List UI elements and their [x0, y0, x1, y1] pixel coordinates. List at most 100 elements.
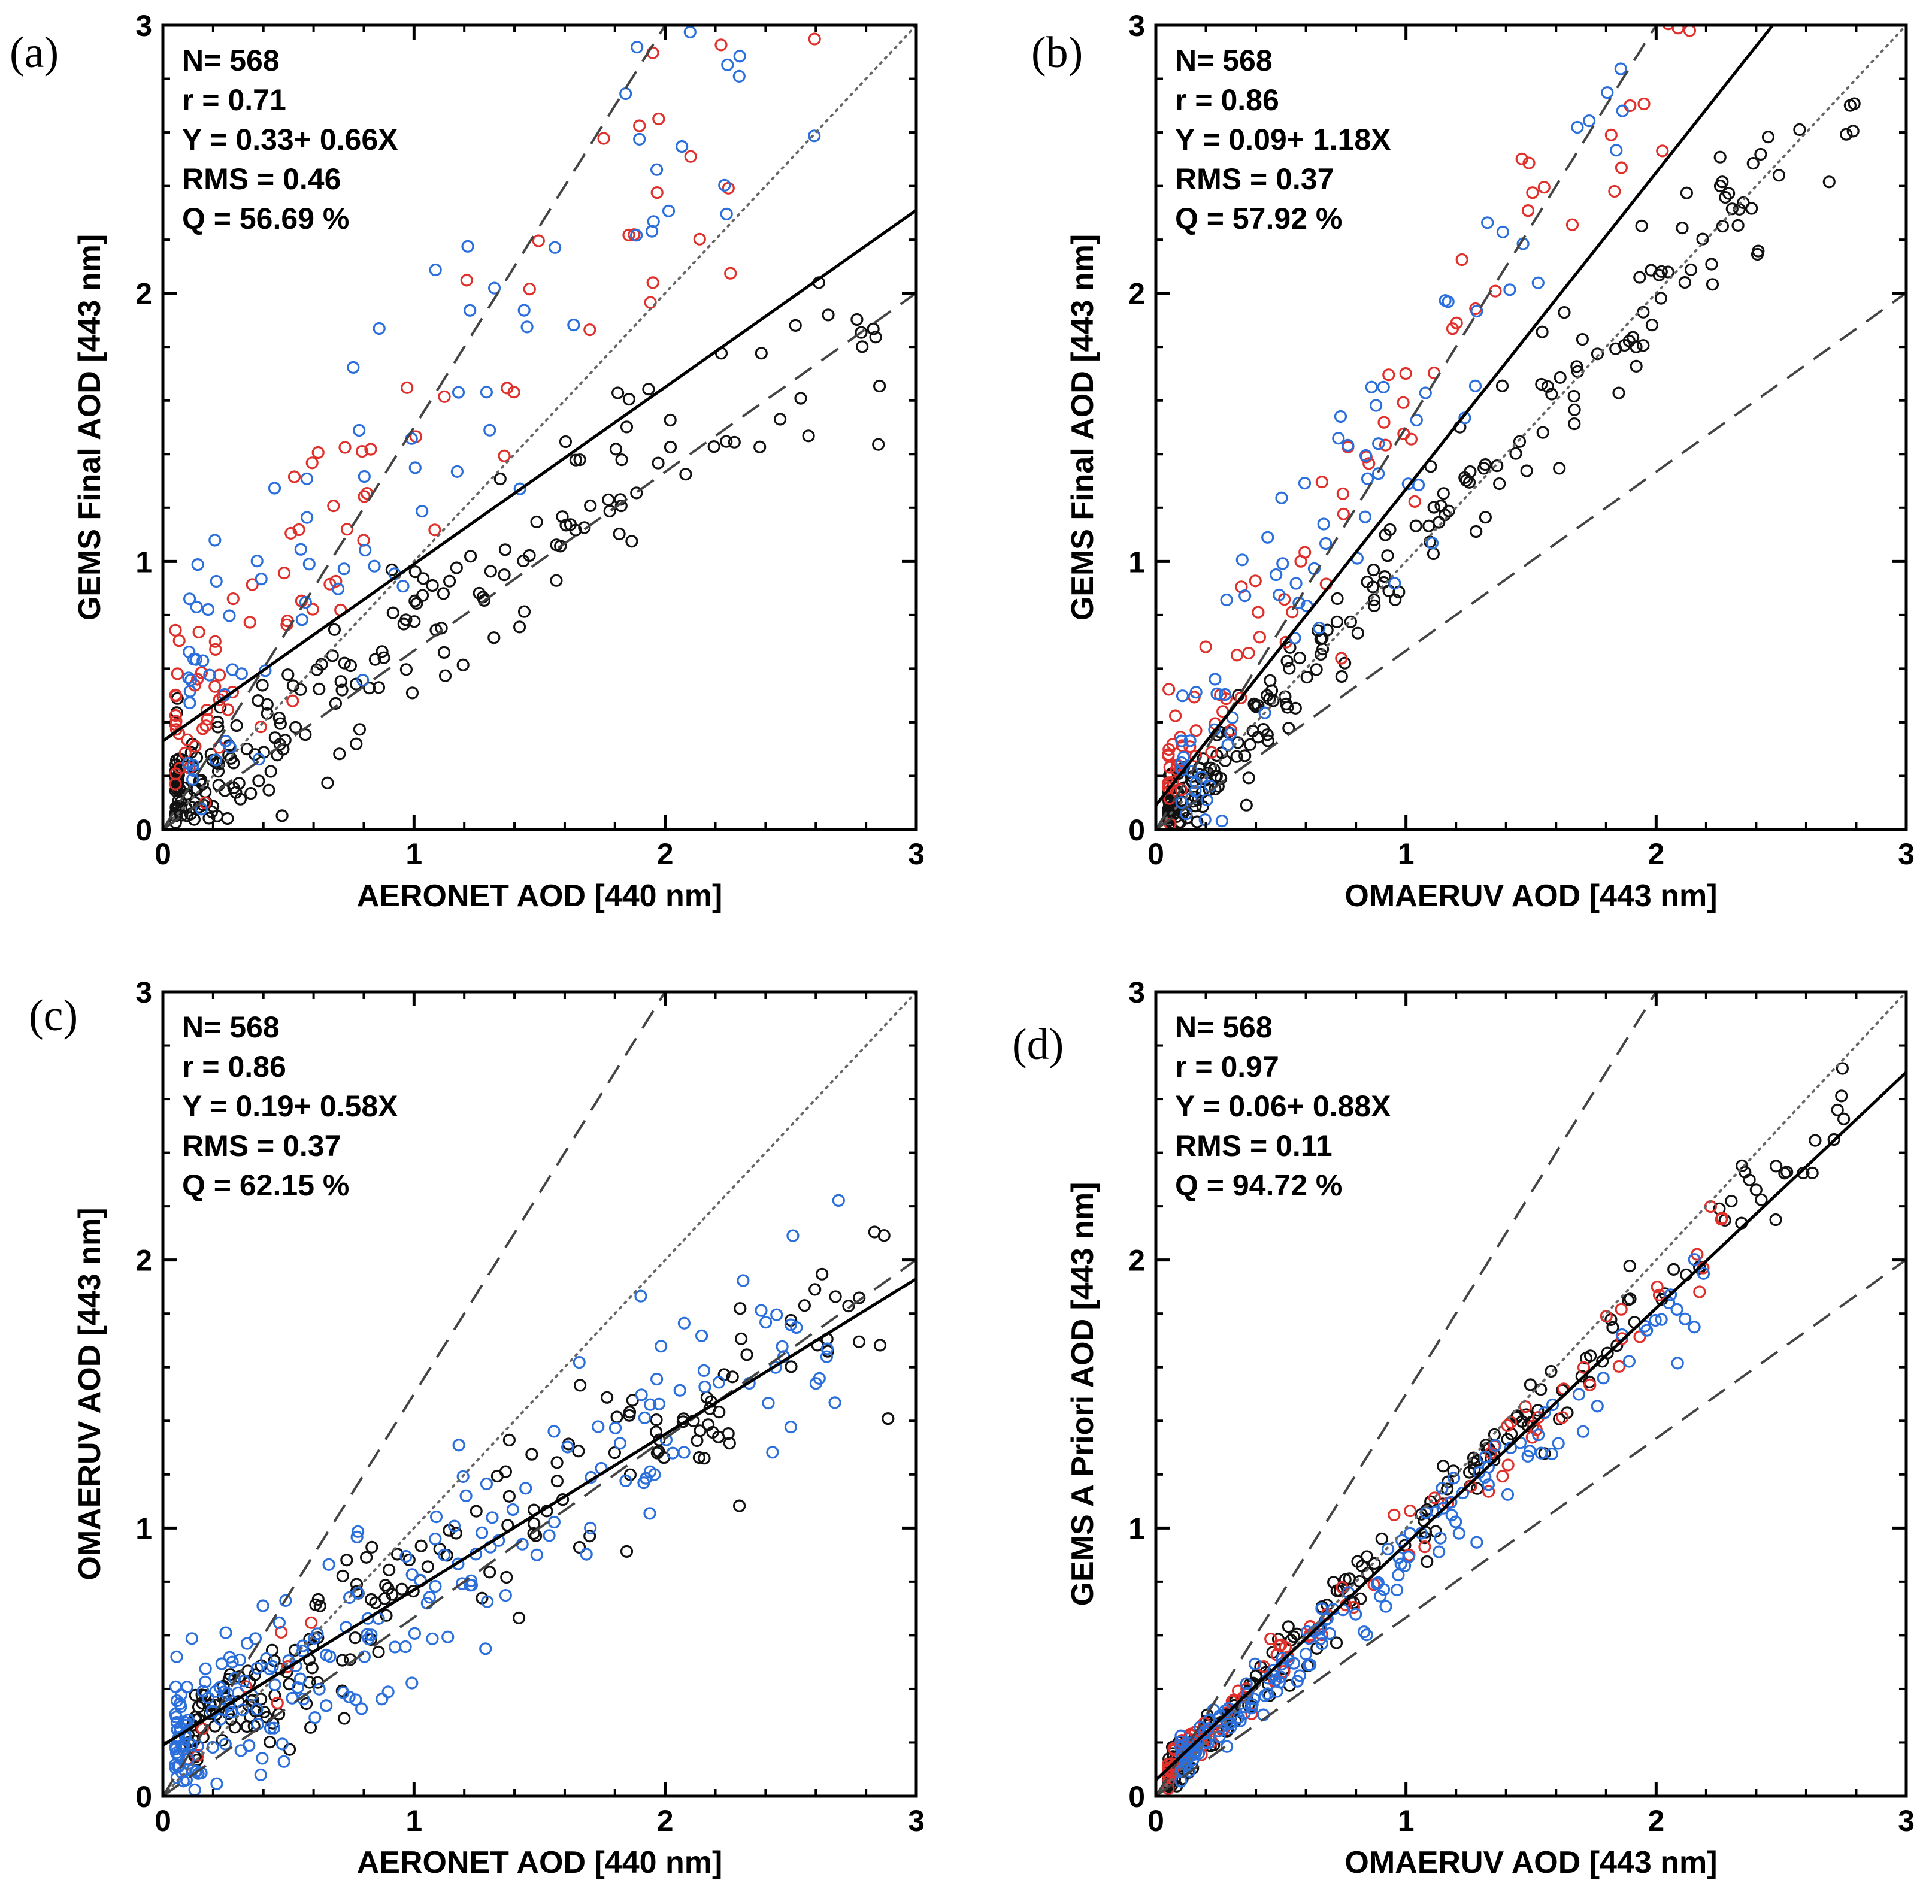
scatter-point-red [358, 490, 371, 503]
scatter-point-blue [1489, 1439, 1502, 1452]
scatter-point-black [550, 1456, 564, 1469]
scatter-point-black [728, 435, 741, 449]
scatter-point-blue [784, 1318, 798, 1331]
scatter-point-black [210, 809, 224, 823]
scatter-point-black [399, 663, 413, 676]
scatter-point-black [268, 731, 281, 744]
scatter-point-blue [203, 668, 216, 682]
scatter-point-blue [1370, 1578, 1383, 1591]
scatter-point-red [1715, 1213, 1728, 1226]
scatter-point-blue [1258, 1689, 1271, 1702]
scatter-point-blue [619, 1474, 632, 1488]
scatter-point-black [261, 698, 274, 711]
scatter-point-black [623, 1406, 637, 1419]
scatter-point-black [882, 1412, 895, 1425]
scatter-point-black [1655, 265, 1668, 278]
scatter-point-blue [1176, 689, 1189, 703]
scatter-point-black [1520, 464, 1533, 477]
scatter-point-blue [1433, 1545, 1446, 1558]
scatter-point-red [169, 623, 182, 637]
scatter-point-red [1450, 316, 1463, 329]
scatter-point-red [281, 1660, 295, 1673]
scatter-point-black [1630, 359, 1643, 373]
scatter-point-black [1836, 1062, 1849, 1075]
scatter-point-blue [182, 671, 195, 685]
scatter-point-blue [718, 178, 731, 192]
scatter-point-blue [429, 263, 442, 277]
scatter-point-black [289, 721, 302, 734]
scatter-point-blue [275, 1737, 289, 1751]
scatter-point-black [353, 723, 367, 736]
scatter-point-blue [186, 758, 199, 772]
scatter-point-red [1315, 475, 1328, 489]
scatter-point-black [1684, 263, 1698, 276]
y-tick-label: 1 [1128, 545, 1145, 579]
stat-line: RMS = 0.11 [1175, 1129, 1333, 1163]
y-tick-label: 3 [1128, 976, 1145, 1009]
scatter-point-blue [1291, 1675, 1304, 1688]
scatter-point-red [1189, 724, 1203, 737]
scatter-point-black [211, 765, 225, 778]
scatter-point-red [1515, 152, 1528, 165]
scatter-point-blue [219, 1626, 232, 1639]
scatter-point-red [1615, 161, 1628, 174]
scatter-point-blue [1452, 1527, 1465, 1540]
scatter-point-blue [584, 1521, 597, 1534]
scatter-point-red [172, 634, 186, 647]
scatter-point-blue [1436, 1482, 1449, 1495]
scatter-point-black [350, 737, 363, 750]
scatter-point-blue [629, 229, 643, 242]
scatter-point-black [867, 322, 880, 335]
scatter-point-black [613, 527, 626, 541]
x-tick-label: 1 [1398, 1804, 1415, 1838]
scatter-point-blue [249, 1632, 262, 1645]
scatter-point-black [573, 1379, 587, 1392]
scatter-point-black [1535, 377, 1548, 391]
scatter-point-red [1501, 1458, 1515, 1472]
scatter-point-black [450, 561, 463, 574]
scatter-point-blue [199, 1662, 212, 1675]
scatter-point-red [1418, 1540, 1431, 1554]
scatter-point-blue [643, 1507, 656, 1520]
scatter-point-black [1536, 325, 1549, 338]
scatter-point-black [794, 392, 807, 405]
scatter-point-blue [762, 1397, 775, 1410]
scatter-point-blue [320, 1699, 333, 1712]
scatter-point-blue [308, 1711, 322, 1724]
scatter-point-blue [1382, 1542, 1395, 1555]
scatter-point-blue [643, 1465, 657, 1478]
scatter-point-blue [820, 1350, 834, 1363]
scatter-point-blue [1349, 1608, 1362, 1621]
scatter-point-blue [820, 1342, 834, 1355]
scatter-point-blue [1293, 1669, 1306, 1682]
scatter-point-black [372, 681, 386, 694]
scatter-point-blue [573, 1356, 586, 1369]
scatter-point-blue [647, 215, 660, 228]
scatter-point-black [802, 429, 815, 443]
scatter-point-blue [499, 1589, 512, 1602]
scatter-point-black [611, 386, 625, 399]
scatter-point-blue [1313, 1633, 1327, 1646]
scatter-point-black [1243, 738, 1257, 751]
scatter-point-blue [644, 1398, 657, 1411]
panel-label: (a) [10, 28, 59, 77]
scatter-point-black [1745, 202, 1758, 215]
scatter-point-black [204, 1699, 217, 1712]
scatter-point-blue [1215, 814, 1228, 828]
scatter-point-black [1279, 697, 1293, 711]
stat-line: N= 568 [1175, 44, 1273, 77]
scatter-point-red [438, 390, 451, 403]
x-axis-title: AERONET AOD [440 nm] [357, 1845, 723, 1880]
scatter-point-blue [1688, 1253, 1701, 1266]
scatter-point-blue [350, 1530, 364, 1543]
scatter-point-blue [441, 1630, 455, 1643]
scatter-point-black [294, 683, 307, 696]
scatter-point-black [368, 653, 382, 666]
scatter-point-blue [547, 1425, 561, 1438]
scatter-point-black [1264, 674, 1277, 688]
scatter-point-black [1737, 196, 1750, 209]
scatter-point-blue [294, 543, 307, 556]
scatter-point-black [578, 521, 591, 534]
scatter-point-blue [337, 562, 351, 576]
